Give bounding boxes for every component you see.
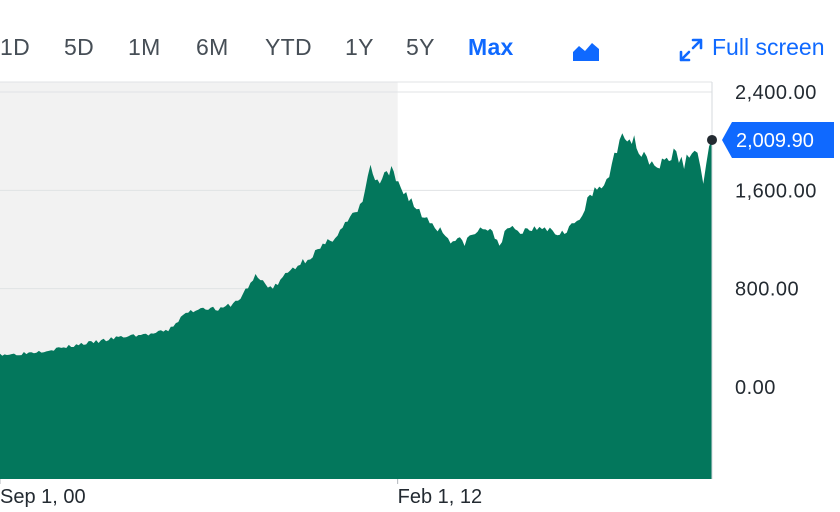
x-tick-label: Sep 1, 00 [0,486,86,508]
y-axis: 2,400.00 1,600.00 800.00 0.00 [735,82,817,399]
range-6m-button[interactable]: 6M [196,34,229,60]
y-tick-label: 0.00 [735,377,776,399]
price-tag-shape [722,121,834,158]
current-price-tag: 2,009.90 [722,121,834,158]
area-chart-icon[interactable] [572,38,600,62]
toolbar: 1D 5D 1M 6M YTD 1Y 5Y Max Full screen [0,0,840,82]
range-1m-button[interactable]: 1M [128,34,161,60]
x-axis: Sep 1, 00 Feb 1, 12 [0,479,482,508]
x-tick-label: Feb 1, 12 [398,486,483,508]
expand-arrows-icon [679,38,703,62]
y-tick-label: 800.00 [735,279,799,301]
range-ytd-button[interactable]: YTD [265,34,312,60]
y-tick-label: 1,600.00 [735,180,817,202]
range-1d-button[interactable]: 1D [0,34,31,60]
price-area [0,133,712,479]
last-price-marker [707,134,717,145]
range-5d-button[interactable]: 5D [64,34,95,60]
range-max-button[interactable]: Max [468,34,514,60]
range-5y-button[interactable]: 5Y [406,34,435,60]
range-1y-button[interactable]: 1Y [345,34,374,60]
current-price-label: 2,009.90 [736,130,814,152]
y-tick-label: 2,400.00 [735,82,817,104]
fullscreen-label: Full screen [712,34,825,60]
